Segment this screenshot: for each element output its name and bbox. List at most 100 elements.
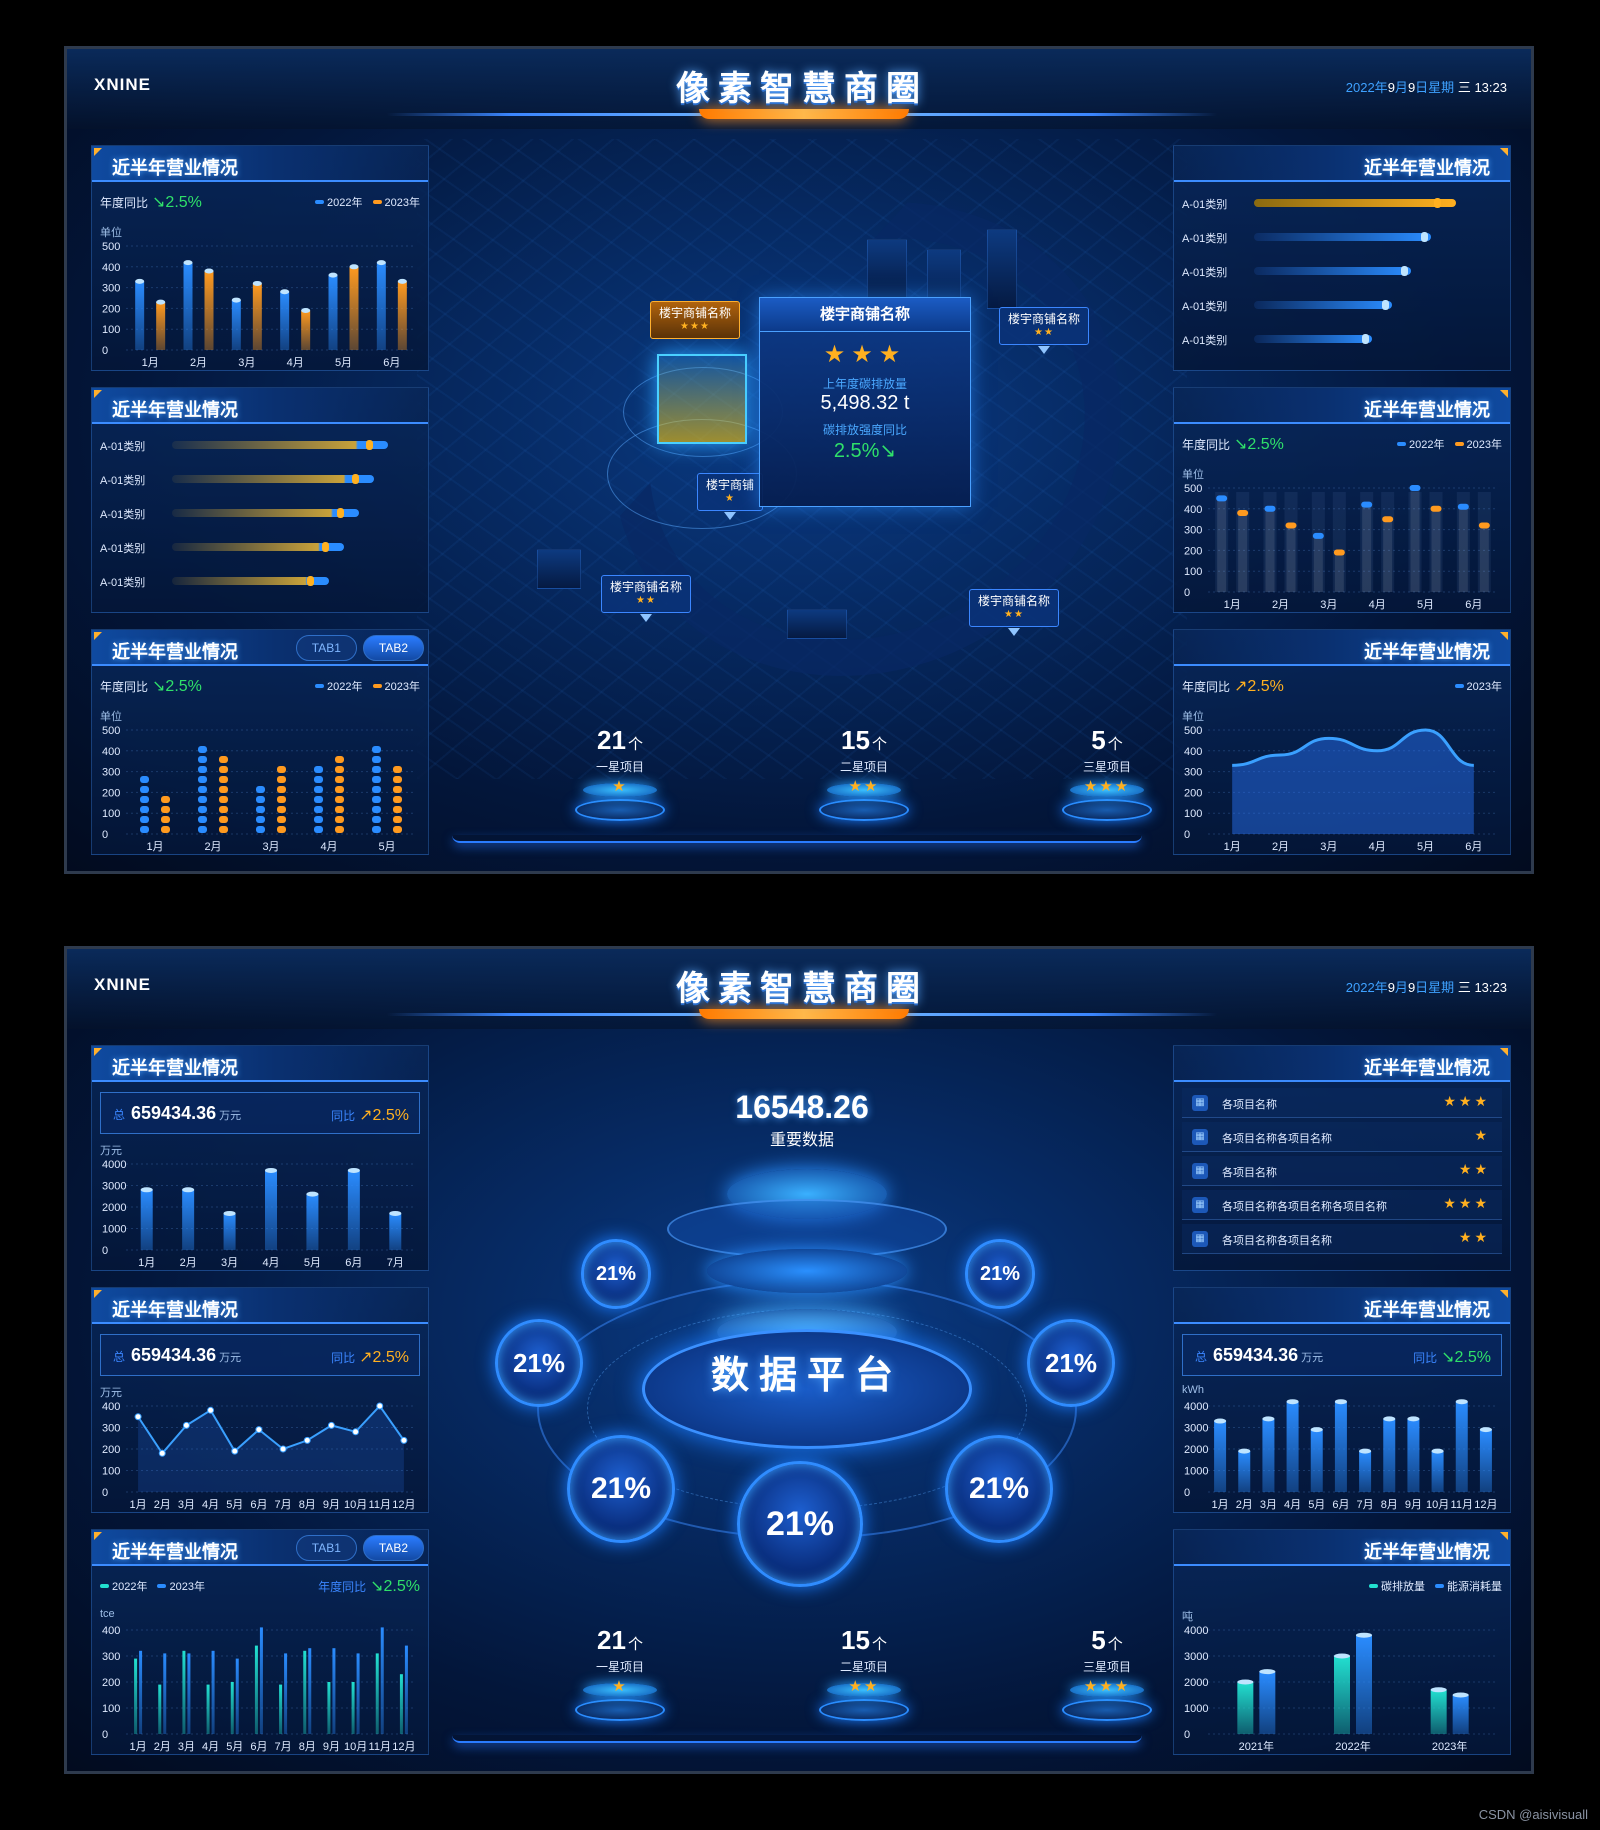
tab-2[interactable]: TAB2 bbox=[362, 635, 424, 661]
bar-cap bbox=[1479, 1427, 1492, 1433]
bar bbox=[375, 1653, 379, 1734]
x-tick-label: 9月 bbox=[1405, 1499, 1422, 1511]
bar-segment bbox=[140, 816, 149, 823]
x-tick-label: 9月 bbox=[323, 1499, 340, 1511]
bar-cap bbox=[1237, 509, 1249, 516]
x-tick-label: 1月 bbox=[1224, 841, 1241, 853]
building-marker[interactable]: 楼宇商铺名称 ★★★ bbox=[650, 301, 741, 339]
y-tick-label: 200 bbox=[102, 1444, 120, 1456]
panel-title: 近半年营业情况 bbox=[1364, 1542, 1490, 1562]
building-marker[interactable]: 楼宇商铺名称 ★★ bbox=[601, 575, 692, 622]
x-tick-label: 3月 bbox=[1260, 1499, 1277, 1511]
project-row[interactable]: ▦ 各项目名称各项目名称 ★ bbox=[1182, 1122, 1502, 1152]
yoy-value: ↘2.5% bbox=[152, 678, 202, 695]
x-tick-label: 4月 bbox=[202, 1499, 219, 1511]
bar-segment bbox=[256, 816, 265, 823]
x-tick-label: 3月 bbox=[1320, 599, 1337, 611]
y-tick-label: 300 bbox=[1184, 525, 1202, 537]
project-row[interactable]: ▦ 各项目名称各项目名称各项目名称 ★★★ bbox=[1182, 1190, 1502, 1220]
bar-segment bbox=[277, 826, 286, 833]
hbar-knob bbox=[322, 542, 330, 552]
bar bbox=[139, 1650, 143, 1734]
bar bbox=[349, 266, 359, 350]
building-marker[interactable]: 楼宇商铺 ★ bbox=[697, 473, 764, 520]
bar-segment bbox=[161, 796, 170, 803]
trend-down-icon: ↘ bbox=[879, 440, 897, 462]
bar-track bbox=[1360, 492, 1374, 592]
bar bbox=[134, 1658, 138, 1734]
yoy-indicator: 年度同比 ↘2.5% bbox=[1182, 436, 1284, 453]
yoy-indicator: 年度同比 ↘2.5% bbox=[100, 678, 202, 695]
percent-bubble[interactable]: 21% bbox=[1027, 1319, 1115, 1407]
tab-2[interactable]: TAB2 bbox=[362, 1535, 424, 1561]
hbar-row: A-01类别 bbox=[1182, 298, 1504, 313]
bar bbox=[259, 1627, 263, 1734]
bar bbox=[231, 300, 241, 350]
bar-cap bbox=[1359, 1448, 1372, 1454]
hbar-label: A-01类别 bbox=[100, 441, 146, 453]
bar bbox=[1452, 1695, 1469, 1734]
x-tick-label: 6月 bbox=[345, 1257, 362, 1269]
tab-1[interactable]: TAB1 bbox=[295, 1535, 357, 1561]
x-tick-label: 3月 bbox=[178, 1741, 195, 1753]
percent-bubble[interactable]: 21% bbox=[567, 1435, 675, 1543]
bar bbox=[279, 1684, 283, 1734]
bar-cap bbox=[140, 1187, 153, 1193]
bar bbox=[1479, 1429, 1492, 1492]
bar-segment bbox=[335, 826, 344, 833]
y-tick-label: 400 bbox=[1184, 504, 1202, 516]
y-tick-label: 400 bbox=[102, 746, 120, 758]
star-rating: ★ bbox=[1474, 1127, 1490, 1143]
bar bbox=[1217, 498, 1227, 592]
x-tick-label: 5月 bbox=[378, 841, 395, 853]
percent-bubble[interactable]: 21% bbox=[737, 1461, 863, 1587]
unit-label: kWh bbox=[1182, 1384, 1204, 1396]
percent-bubble[interactable]: 21% bbox=[945, 1435, 1053, 1543]
pedestal-icon: ★★★ bbox=[1062, 777, 1152, 823]
area-chart-s1-right-3: 0 100 200 300 400 500 1月 2月 3月 4月 5月 6月 bbox=[1184, 725, 1498, 853]
bar bbox=[1407, 1418, 1420, 1492]
stat-two-star: 15 个二星项目 ★★ bbox=[804, 1625, 924, 1735]
y-tick-label: 0 bbox=[102, 1245, 108, 1257]
selected-building-3d[interactable] bbox=[657, 354, 747, 444]
percent-bubble[interactable]: 21% bbox=[965, 1239, 1035, 1309]
bar bbox=[211, 1650, 215, 1734]
chart-legend: 2022年 2023年 bbox=[305, 194, 420, 210]
percent-bubble[interactable]: 21% bbox=[495, 1319, 583, 1407]
revenue-panel-right-2: 近半年营业情况 年度同比 ↘2.5% 2022年 2023年 单位 0 100 200 3… bbox=[1173, 387, 1511, 613]
page-title: 像素智慧商圈 bbox=[676, 70, 928, 108]
x-tick-label: 12月 bbox=[392, 1499, 415, 1511]
project-row[interactable]: ▦ 各项目名称 ★★★ bbox=[1182, 1088, 1502, 1118]
chart-legend: 2022年 2023年 bbox=[305, 678, 420, 694]
x-tick-label: 8月 bbox=[299, 1499, 316, 1511]
bar bbox=[380, 1627, 384, 1734]
x-tick-label: 11月 bbox=[1451, 1499, 1473, 1511]
bar-segment bbox=[198, 806, 207, 813]
bar-cap bbox=[1382, 516, 1394, 523]
panel-title: 近半年营业情况 bbox=[1364, 642, 1490, 662]
project-row[interactable]: ▦ 各项目名称 ★★ bbox=[1182, 1156, 1502, 1186]
stat-two-star: 15 个二星项目 ★★ bbox=[804, 725, 924, 835]
data-point bbox=[376, 1402, 384, 1410]
unit-label: 单位 bbox=[1182, 711, 1204, 723]
y-tick-label: 200 bbox=[102, 1677, 120, 1689]
project-row[interactable]: ▦ 各项目名称各项目名称 ★★ bbox=[1182, 1224, 1502, 1254]
bar-chart-s2-left-3: 0 100 200 300 400 1月 2月 3月 4月 5月 6月 7月 8月 9月 10月 11月 12月 bbox=[102, 1625, 416, 1753]
x-tick-label: 5月 bbox=[335, 357, 352, 369]
bar-segment bbox=[314, 786, 323, 793]
bar-segment bbox=[140, 786, 149, 793]
percent-bubble[interactable]: 21% bbox=[581, 1239, 651, 1309]
x-tick-label: 2月 bbox=[204, 841, 221, 853]
bar-segment bbox=[372, 806, 381, 813]
revenue-panel-left-3: 近半年营业情况 TAB1 TAB2 年度同比 ↘2.5% 2022年 2023年 单位… bbox=[91, 629, 429, 855]
unit-label: 单位 bbox=[1182, 469, 1204, 481]
bar bbox=[182, 1650, 186, 1734]
hbar-label: A-01类别 bbox=[100, 509, 146, 521]
bar bbox=[1334, 552, 1344, 592]
building-marker[interactable]: 楼宇商铺名称 ★★ bbox=[969, 589, 1060, 636]
hbar bbox=[172, 508, 359, 518]
bar bbox=[1310, 1429, 1323, 1492]
tab-1[interactable]: TAB1 bbox=[295, 635, 357, 661]
building-marker[interactable]: 楼宇商铺名称 ★★ bbox=[999, 307, 1090, 354]
panel-title: 近半年营业情况 bbox=[112, 642, 238, 662]
